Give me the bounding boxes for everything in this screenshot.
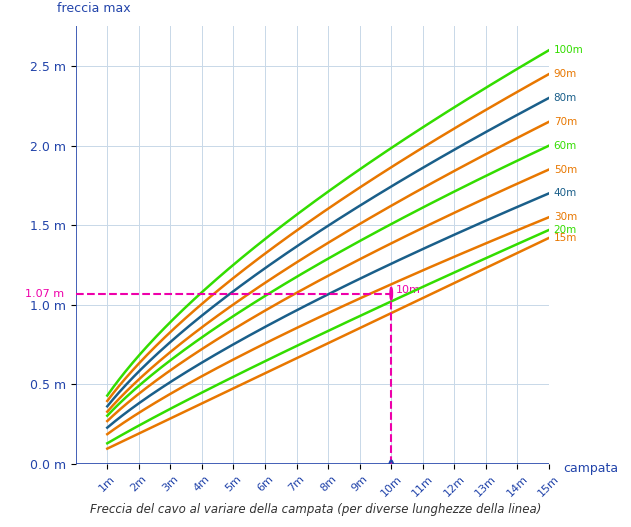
Text: 80m: 80m: [554, 93, 577, 103]
Text: Freccia del cavo al variare della campata (per diverse lunghezze della linea): Freccia del cavo al variare della campat…: [90, 503, 541, 516]
Text: 50m: 50m: [554, 164, 577, 174]
Text: 60m: 60m: [554, 141, 577, 151]
Text: 20m: 20m: [554, 225, 577, 235]
Text: 100m: 100m: [554, 45, 584, 55]
Circle shape: [390, 287, 392, 300]
Text: 15m: 15m: [554, 233, 577, 243]
Text: 1.07 m: 1.07 m: [25, 289, 64, 299]
Text: 30m: 30m: [554, 212, 577, 222]
Text: 40m: 40m: [554, 188, 577, 198]
Text: 10m: 10m: [396, 286, 421, 296]
Text: 70m: 70m: [554, 117, 577, 127]
Text: campata: campata: [563, 462, 618, 475]
Text: 90m: 90m: [554, 69, 577, 79]
Text: freccia max: freccia max: [57, 2, 131, 15]
